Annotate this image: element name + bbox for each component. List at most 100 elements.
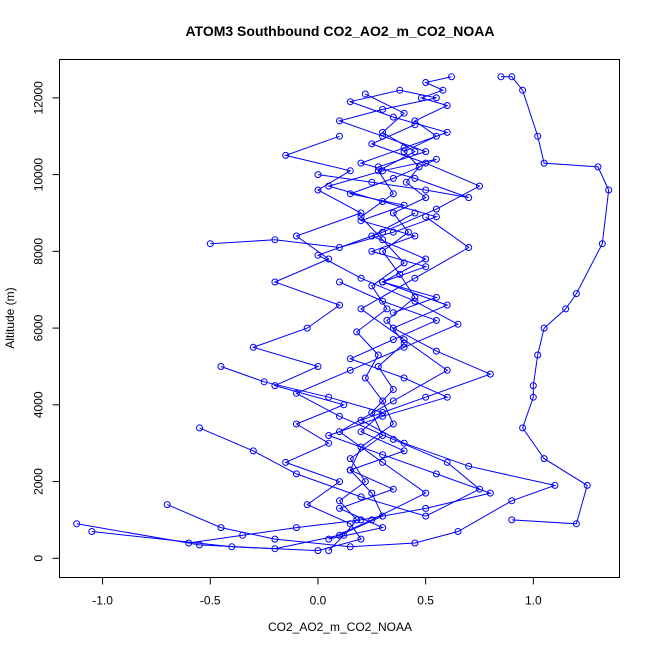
data-point: [346, 366, 354, 374]
y-tick-label: 4000: [32, 391, 46, 418]
data-point: [411, 117, 419, 125]
data-point: [314, 363, 322, 370]
data-point: [379, 432, 387, 439]
data-point: [314, 171, 322, 179]
data-point: [422, 186, 430, 194]
data-point: [346, 466, 354, 474]
data-point: [379, 198, 387, 205]
data-point: [368, 178, 376, 186]
data-point: [357, 535, 365, 543]
data-point: [379, 105, 387, 113]
data-point: [422, 194, 430, 202]
data-point: [389, 113, 397, 121]
data-point: [361, 478, 369, 486]
y-axis: 0 2000 4000 6000 8000 10000 12000: [32, 81, 60, 562]
data-point: [404, 228, 412, 236]
data-point: [443, 301, 451, 309]
data-point: [389, 190, 397, 198]
data-point: [73, 520, 81, 528]
data-point: [400, 447, 408, 455]
data-point: [400, 339, 408, 347]
series-line-10: [188, 281, 493, 544]
data-point: [540, 455, 548, 463]
y-tick-label: 12000: [32, 81, 46, 115]
data-point: [346, 355, 354, 363]
data-point: [422, 489, 430, 497]
data-point: [292, 470, 300, 478]
data-point: [534, 132, 542, 140]
data-point: [88, 528, 96, 535]
data-point: [465, 462, 473, 470]
data-point: [239, 531, 247, 539]
data-point: [379, 297, 387, 305]
data-point: [572, 520, 580, 528]
data-point: [249, 343, 257, 351]
data-point: [383, 316, 391, 324]
data-point: [439, 86, 447, 94]
data-point: [260, 378, 268, 386]
data-point: [361, 374, 369, 382]
y-tick-label: 2000: [32, 468, 46, 495]
data-point: [519, 424, 527, 432]
data-point: [422, 148, 430, 156]
x-tick-label: 0.5: [417, 594, 434, 608]
data-point: [422, 263, 430, 271]
data-point: [402, 178, 410, 186]
data-point: [325, 182, 333, 190]
data-point: [411, 297, 419, 305]
data-point: [605, 186, 613, 194]
data-point: [325, 535, 333, 543]
data-point: [292, 232, 300, 240]
data-point: [508, 73, 516, 81]
data-point: [336, 478, 343, 486]
data-point: [336, 301, 343, 309]
data-point: [583, 481, 591, 489]
y-tick-label: 6000: [32, 314, 46, 341]
data-point: [325, 432, 333, 439]
data-point: [432, 293, 440, 301]
data-point: [389, 228, 397, 236]
data-point: [400, 336, 408, 344]
data-point: [551, 481, 559, 489]
data-point: [357, 159, 365, 167]
data-point: [379, 167, 387, 175]
data-point: [196, 424, 203, 432]
data-point: [368, 140, 376, 148]
data-point: [292, 524, 300, 532]
data-point: [303, 501, 311, 509]
data-point: [303, 324, 311, 332]
x-tick-label: -0.5: [200, 594, 221, 608]
data-point: [400, 343, 408, 351]
data-point: [374, 163, 382, 171]
x-tick-label: 1.0: [525, 594, 542, 608]
data-point: [353, 328, 361, 336]
data-point: [497, 73, 505, 81]
data-point: [411, 174, 419, 182]
data-point: [432, 347, 440, 355]
data-point: [336, 504, 343, 512]
data-point: [443, 393, 451, 401]
data-point: [443, 102, 451, 109]
data-point: [432, 316, 440, 324]
data-point: [389, 324, 397, 332]
data-point: [357, 213, 365, 221]
data-point: [432, 132, 440, 140]
data-point: [432, 470, 440, 478]
data-point: [379, 451, 387, 459]
data-point: [379, 524, 387, 532]
data-point: [389, 420, 397, 428]
series-line-9: [317, 89, 469, 199]
data-point: [443, 366, 451, 374]
series-line-7: [220, 216, 470, 540]
y-axis-label: Altitude (m): [3, 287, 17, 348]
data-point: [336, 132, 343, 140]
data-point: [486, 489, 494, 497]
data-point: [411, 121, 419, 129]
data-point: [598, 240, 606, 248]
data-point: [411, 274, 419, 282]
data-point: [519, 86, 527, 94]
data-point: [314, 251, 322, 259]
series-line-6: [199, 124, 481, 517]
data-point: [346, 167, 354, 175]
data-point: [325, 439, 333, 447]
